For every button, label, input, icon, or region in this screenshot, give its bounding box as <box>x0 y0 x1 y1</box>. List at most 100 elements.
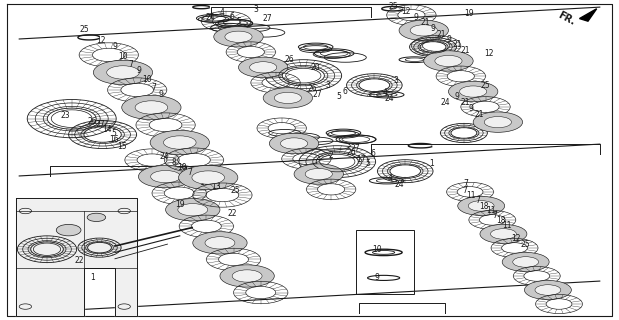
Polygon shape <box>579 9 597 21</box>
Ellipse shape <box>448 81 498 102</box>
Text: 9: 9 <box>113 43 118 52</box>
Text: 17: 17 <box>356 155 366 164</box>
Text: 26: 26 <box>285 55 295 64</box>
Text: 10: 10 <box>142 75 152 84</box>
Text: 6: 6 <box>370 148 375 157</box>
Text: 3: 3 <box>253 5 258 14</box>
Ellipse shape <box>280 138 308 149</box>
Ellipse shape <box>399 20 448 41</box>
Ellipse shape <box>139 165 193 188</box>
Text: 1: 1 <box>430 159 434 168</box>
Ellipse shape <box>249 62 277 73</box>
Ellipse shape <box>263 88 313 108</box>
Ellipse shape <box>490 229 516 239</box>
Polygon shape <box>16 198 137 316</box>
Text: 26: 26 <box>347 148 357 156</box>
Text: 4: 4 <box>387 174 392 183</box>
Text: 21: 21 <box>437 30 446 39</box>
Text: 7: 7 <box>128 60 133 69</box>
Ellipse shape <box>535 285 561 295</box>
Text: 27: 27 <box>96 121 106 130</box>
Text: 23: 23 <box>60 111 70 120</box>
Text: 10: 10 <box>200 178 209 187</box>
Ellipse shape <box>457 196 504 215</box>
Ellipse shape <box>166 199 220 221</box>
Text: 27: 27 <box>262 14 272 23</box>
Text: 1: 1 <box>90 273 95 282</box>
Ellipse shape <box>480 224 527 244</box>
Text: 18: 18 <box>480 202 489 211</box>
Ellipse shape <box>205 237 235 249</box>
Text: 9: 9 <box>159 90 163 99</box>
Text: 24: 24 <box>394 180 404 189</box>
Text: 27: 27 <box>350 144 360 153</box>
Text: 10: 10 <box>118 52 128 61</box>
Text: 5: 5 <box>111 129 116 139</box>
Text: 3: 3 <box>394 76 399 85</box>
Ellipse shape <box>150 171 181 183</box>
Text: 9: 9 <box>447 35 451 44</box>
Text: 6: 6 <box>343 87 348 96</box>
Text: 21: 21 <box>461 98 470 107</box>
Text: 24: 24 <box>206 13 215 22</box>
Text: 9: 9 <box>375 273 380 282</box>
Text: 19: 19 <box>175 200 184 209</box>
Ellipse shape <box>502 252 549 272</box>
Ellipse shape <box>220 265 274 287</box>
Text: 20: 20 <box>311 63 321 72</box>
Ellipse shape <box>410 25 438 36</box>
Ellipse shape <box>459 86 487 97</box>
Text: 26: 26 <box>87 117 97 126</box>
Text: 11: 11 <box>467 191 476 200</box>
Text: 25: 25 <box>388 2 397 11</box>
Text: 22: 22 <box>228 209 237 218</box>
Ellipse shape <box>274 92 301 104</box>
Text: 10: 10 <box>178 164 187 172</box>
Text: 24: 24 <box>160 152 169 161</box>
Ellipse shape <box>294 164 344 184</box>
Ellipse shape <box>122 95 181 120</box>
Text: 25: 25 <box>480 81 490 90</box>
Text: 11: 11 <box>486 206 495 215</box>
Text: 25: 25 <box>230 186 240 195</box>
Ellipse shape <box>305 168 332 180</box>
Text: 4: 4 <box>383 88 387 97</box>
Text: 2: 2 <box>328 151 333 160</box>
Ellipse shape <box>163 136 196 149</box>
Ellipse shape <box>238 57 288 77</box>
Ellipse shape <box>150 131 209 155</box>
Ellipse shape <box>178 204 208 216</box>
Ellipse shape <box>269 133 319 154</box>
Ellipse shape <box>178 165 238 190</box>
Text: 18: 18 <box>496 216 506 225</box>
Text: 21: 21 <box>453 40 462 49</box>
Ellipse shape <box>193 232 247 254</box>
Text: 21: 21 <box>461 46 470 55</box>
Ellipse shape <box>232 270 262 282</box>
Text: 13: 13 <box>211 182 220 191</box>
Text: 9: 9 <box>431 24 435 33</box>
Text: 21: 21 <box>475 110 484 119</box>
Text: 12: 12 <box>484 49 493 58</box>
Ellipse shape <box>214 27 263 47</box>
Text: 11: 11 <box>503 221 512 230</box>
Text: 16: 16 <box>109 135 118 144</box>
Text: 24: 24 <box>441 98 450 107</box>
Text: 12: 12 <box>512 234 521 243</box>
Text: 12: 12 <box>97 36 106 45</box>
Ellipse shape <box>93 60 153 84</box>
Bar <box>356 230 415 294</box>
Text: 26: 26 <box>307 84 317 93</box>
Text: 15: 15 <box>117 142 126 151</box>
Ellipse shape <box>424 51 473 71</box>
Ellipse shape <box>484 116 511 128</box>
Ellipse shape <box>56 224 81 236</box>
Text: 21: 21 <box>421 18 430 27</box>
Text: FR.: FR. <box>556 10 577 27</box>
Text: 9: 9 <box>469 104 474 113</box>
Text: 4: 4 <box>219 8 224 17</box>
Text: 6: 6 <box>230 12 235 21</box>
Text: 25: 25 <box>79 25 89 34</box>
Text: 3: 3 <box>326 81 331 90</box>
Text: 9: 9 <box>454 92 459 101</box>
